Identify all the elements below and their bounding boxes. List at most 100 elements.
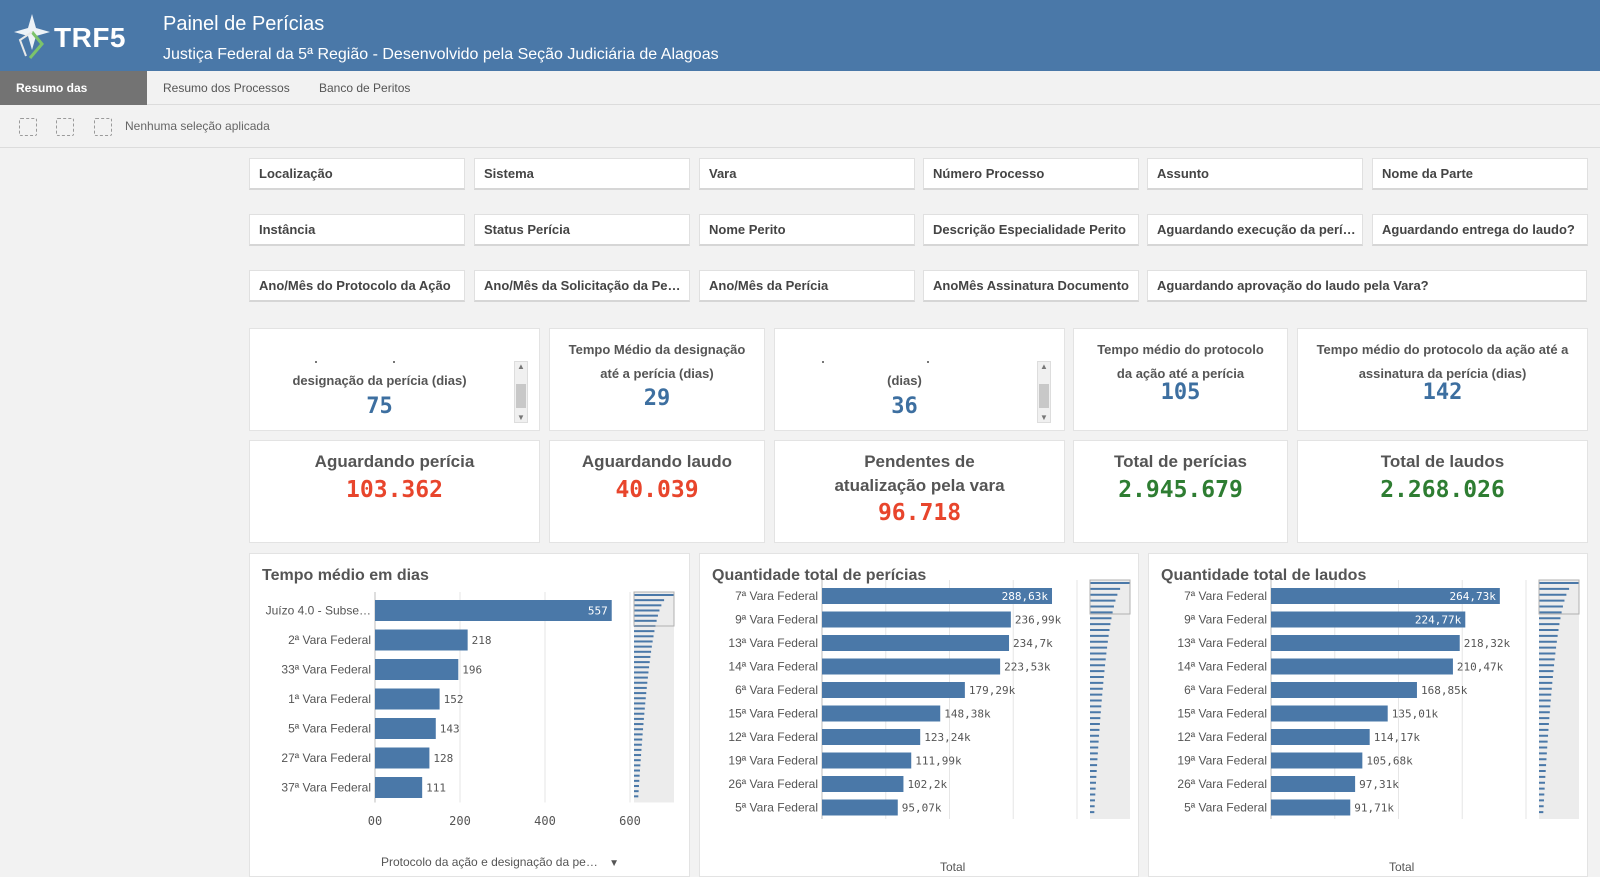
- data-label: 218: [472, 634, 492, 647]
- kpi-card-tempo-2: Tempo Médio da designação até a perícia …: [549, 328, 765, 431]
- mini-chart-bar: [634, 779, 640, 782]
- data-label: 95,07k: [902, 802, 942, 815]
- filter-aguardando-aprovacao[interactable]: Aguardando aprovação do laudo pela Vara?: [1147, 270, 1587, 302]
- scroll-thumb[interactable]: [1039, 384, 1049, 408]
- tab-resumo-processos[interactable]: Resumo dos Processos: [163, 81, 290, 95]
- filter-anomes-assinatura[interactable]: AnoMês Assinatura Documento: [923, 270, 1139, 302]
- filter-localizacao[interactable]: Localização: [249, 158, 465, 190]
- filter-anomes-protocolo[interactable]: Ano/Mês do Protocolo da Ação: [249, 270, 465, 302]
- kpi-scrollbar[interactable]: ▲ ▼: [1037, 361, 1051, 423]
- mini-chart-bar: [1090, 811, 1095, 814]
- category-label: 19ª Vara Federal: [728, 754, 818, 768]
- filter-anomes-solicitacao[interactable]: Ano/Mês da Solicitação da Pe…: [474, 270, 690, 302]
- mini-chart-bar: [1090, 670, 1105, 673]
- scroll-up-icon[interactable]: ▲: [517, 362, 525, 371]
- data-label: 264,73k: [1449, 590, 1496, 603]
- kpi-scrollbar[interactable]: ▲ ▼: [514, 361, 528, 423]
- mini-chart-bar: [1539, 811, 1544, 814]
- category-label: 12ª Vara Federal: [728, 730, 818, 744]
- filter-status-pericia[interactable]: Status Perícia: [474, 214, 690, 246]
- smart-search-icon[interactable]: [19, 118, 37, 136]
- mini-chart-bar: [634, 630, 655, 633]
- data-label: 179,29k: [969, 684, 1016, 697]
- scroll-down-icon[interactable]: ▼: [1040, 413, 1048, 422]
- category-label: 1ª Vara Federal: [288, 692, 371, 706]
- step-back-icon[interactable]: [56, 118, 74, 136]
- chart-quantidade-pericias[interactable]: Quantidade total de perícias 7ª Vara Fed…: [699, 553, 1139, 877]
- mini-chart-bar: [1539, 670, 1554, 673]
- mini-chart-bar: [1539, 634, 1558, 637]
- mini-chart-bar: [634, 666, 650, 669]
- category-label: 9ª Vara Federal: [1184, 613, 1267, 627]
- kpi-value: 105: [1160, 380, 1201, 405]
- kpi-value: 75: [366, 394, 393, 419]
- category-label: 9ª Vara Federal: [735, 613, 818, 627]
- filter-vara[interactable]: Vara: [699, 158, 915, 190]
- filter-especialidade-perito[interactable]: Descrição Especialidade Perito: [923, 214, 1139, 246]
- mini-chart-bar: [1539, 705, 1551, 708]
- scroll-up-icon[interactable]: ▲: [1040, 362, 1048, 371]
- kpi-card-aguardando-laudo: Aguardando laudo 40.039: [549, 440, 765, 543]
- mini-chart-bar: [1090, 764, 1098, 767]
- filter-aguardando-execucao[interactable]: Aguardando execução da perí…: [1147, 214, 1363, 246]
- mini-chart-bar: [634, 769, 640, 772]
- data-label: 168,85k: [1421, 684, 1468, 697]
- mini-chart-bar: [1539, 787, 1545, 790]
- filter-numero-processo[interactable]: Número Processo: [923, 158, 1139, 190]
- truncated-text-dot: [393, 361, 395, 363]
- mini-chart-bar: [634, 738, 643, 741]
- mini-chart-bar: [1090, 758, 1098, 761]
- category-label: 27ª Vara Federal: [281, 751, 371, 765]
- filter-nome-parte[interactable]: Nome da Parte: [1372, 158, 1588, 190]
- bar: [1271, 658, 1453, 675]
- tab-resumo-pericias[interactable]: Resumo das Perícias: [0, 71, 147, 129]
- mini-chart-bar: [1539, 617, 1561, 620]
- mini-chart-bar: [1539, 734, 1549, 737]
- chart-tempo-medio[interactable]: Tempo médio em dias Juízo 4.0 - Subse… 55…: [249, 553, 690, 877]
- mini-chart-bar: [1090, 664, 1106, 667]
- mini-chart-bar: [1090, 770, 1097, 772]
- mini-chart-bar: [1090, 646, 1108, 649]
- filter-assunto[interactable]: Assunto: [1147, 158, 1363, 190]
- data-label: 111: [426, 782, 446, 795]
- mini-chart-bar: [1539, 728, 1549, 731]
- filter-anomes-pericia[interactable]: Ano/Mês da Perícia: [699, 270, 915, 302]
- kpi-label: (dias): [887, 373, 922, 388]
- app-header: TRF5 Painel de Perícias Justiça Federal …: [0, 0, 1600, 71]
- mini-chart-bar: [1539, 664, 1555, 667]
- bar: [822, 729, 921, 745]
- chevron-down-icon[interactable]: ▼: [609, 858, 620, 869]
- mini-chart-bar: [634, 733, 643, 736]
- data-label: 148,38k: [944, 708, 991, 721]
- mini-chart-bar: [1090, 676, 1104, 678]
- sheet-tabs: Resumo das Perícias Resumo dos Processos…: [0, 71, 1600, 129]
- mini-chart-bar: [634, 604, 662, 607]
- data-label: 128: [433, 752, 453, 765]
- filter-aguardando-entrega-laudo[interactable]: Aguardando entrega do laudo?: [1372, 214, 1588, 246]
- mini-chart-bar: [1539, 775, 1546, 778]
- kpi-value: 142: [1422, 380, 1463, 405]
- scroll-down-icon[interactable]: ▼: [517, 413, 525, 422]
- mini-chart-bar: [634, 795, 639, 798]
- mini-chart-bar: [1090, 793, 1096, 796]
- mini-chart-bar: [1539, 758, 1547, 761]
- chart-quantidade-laudos[interactable]: Quantidade total de laudos 7ª Vara Feder…: [1148, 553, 1588, 877]
- filter-sistema[interactable]: Sistema: [474, 158, 690, 190]
- category-label: 13ª Vara Federal: [1177, 636, 1267, 650]
- scroll-thumb[interactable]: [516, 384, 526, 408]
- mini-chart-bar: [1090, 787, 1096, 790]
- mini-chart-bar: [1090, 611, 1113, 614]
- data-label: 105,68k: [1366, 755, 1413, 768]
- mini-chart-bar: [1090, 723, 1100, 725]
- bar: [1271, 752, 1363, 769]
- tab-banco-peritos[interactable]: Banco de Peritos: [319, 81, 411, 95]
- mini-chart-bar: [1090, 687, 1103, 690]
- kpi-label: Aguardando laudo: [581, 452, 733, 471]
- selection-bar: Nenhuma seleção aplicada: [0, 106, 1600, 148]
- clear-selections-icon[interactable]: [94, 118, 112, 136]
- mini-chart-bar: [1539, 605, 1563, 608]
- data-label: 91,71k: [1354, 802, 1394, 815]
- filter-nome-perito[interactable]: Nome Perito: [699, 214, 915, 246]
- filter-instancia[interactable]: Instância: [249, 214, 465, 246]
- dimension-dropdown[interactable]: Protocolo da ação e designação da pe… ▼: [381, 855, 619, 869]
